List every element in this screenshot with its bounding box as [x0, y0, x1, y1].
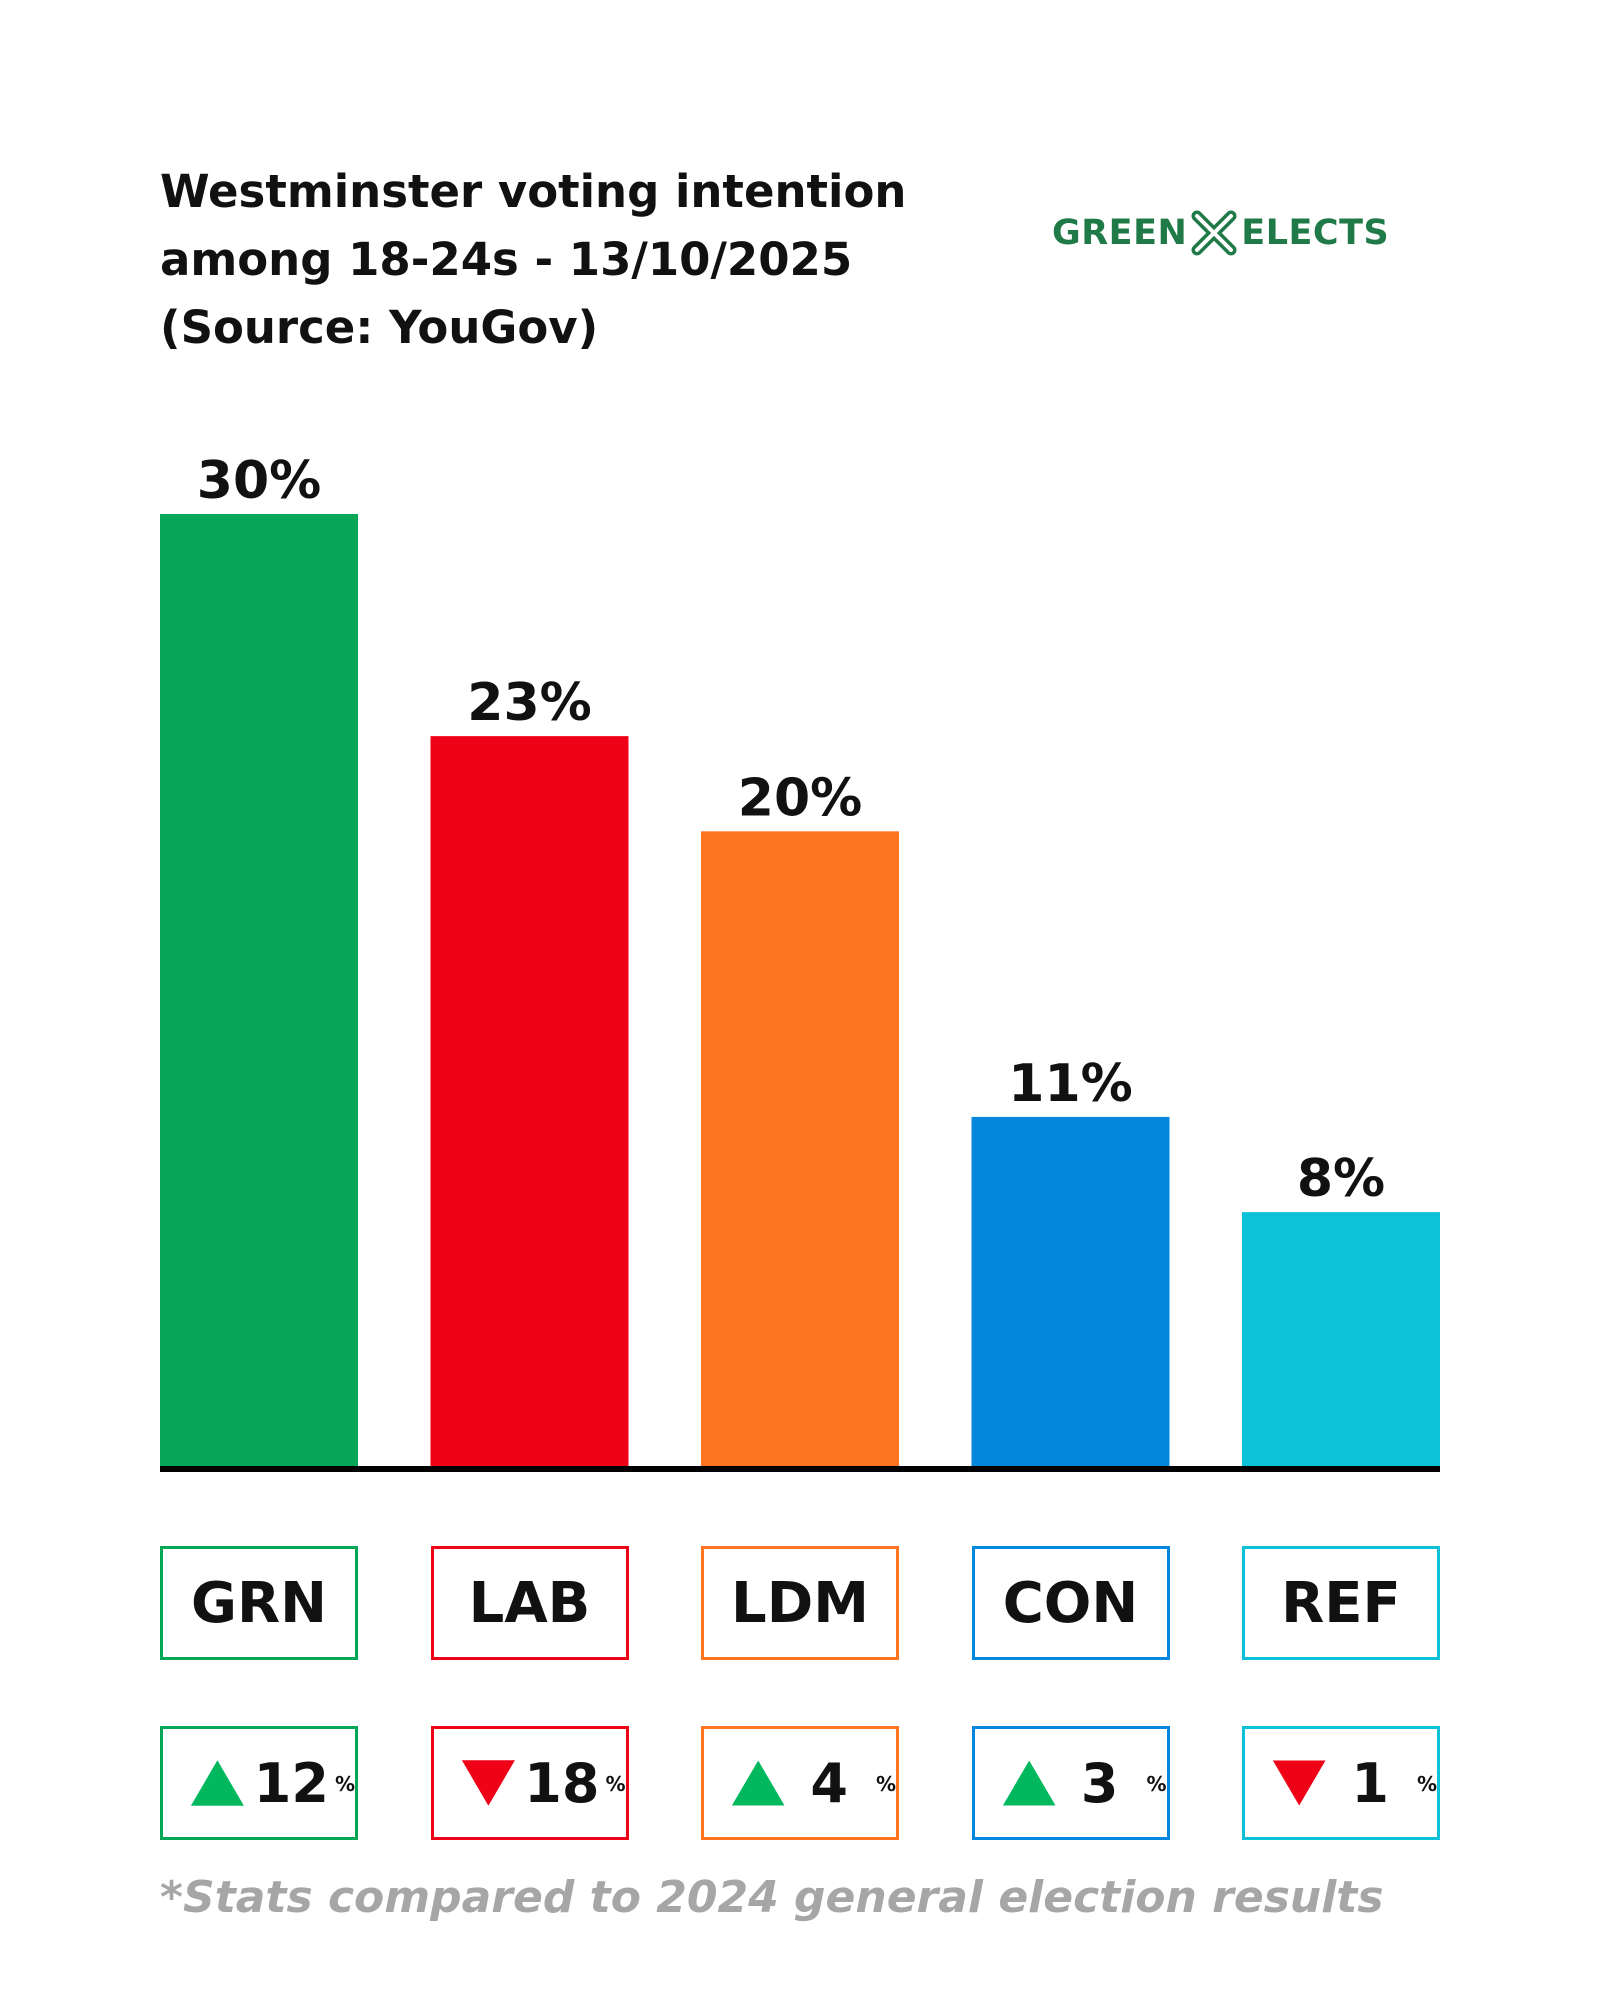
bar-value-label-ref: 8%: [1297, 1149, 1385, 1209]
bar-lab: [430, 736, 629, 1466]
bar-grn: [160, 514, 358, 1466]
change-unit-ref: %: [1416, 1772, 1437, 1796]
change-box-grn: 12%: [160, 1726, 358, 1840]
change-unit-grn: %: [334, 1772, 355, 1796]
party-label-box-lab: LAB: [430, 1546, 629, 1660]
party-label-ref: REF: [1281, 1570, 1401, 1636]
bar-chart: 30% 23% 20% 11% 8%: [160, 451, 1440, 1472]
change-unit-lab: %: [605, 1772, 626, 1796]
party-label-box-grn: GRN: [160, 1546, 358, 1660]
bar-value-label-lab: 23%: [467, 673, 591, 733]
party-label-box-ldm: LDM: [701, 1546, 899, 1660]
change-value-grn: 12: [253, 1751, 329, 1815]
footnote: *Stats compared to 2024 general election…: [160, 1872, 1384, 1923]
triangle-up-icon: [190, 1760, 244, 1806]
bar-con: [971, 1116, 1170, 1466]
party-label-con: CON: [1002, 1570, 1139, 1636]
change-unit-con: %: [1146, 1772, 1167, 1796]
bar-ldm: [701, 831, 899, 1466]
x-mark-icon: [1191, 210, 1237, 256]
change-value-con: 3: [1080, 1751, 1119, 1815]
change-box-lab: 18%: [430, 1726, 629, 1840]
change-unit-ldm: %: [875, 1772, 896, 1796]
chart-title: Westminster voting intention among 18-24…: [160, 158, 960, 362]
change-box-ldm: 4%: [701, 1726, 899, 1840]
party-label-grn: GRN: [191, 1570, 327, 1636]
bar-ref: [1242, 1212, 1440, 1466]
title-line-3: (Source: YouGov): [160, 301, 599, 354]
triangle-up-icon: [731, 1760, 785, 1806]
party-label-ldm: LDM: [731, 1570, 869, 1636]
triangle-up-icon: [1002, 1760, 1055, 1806]
change-value-ldm: 4: [810, 1751, 848, 1815]
change-box-ref: 1%: [1242, 1726, 1440, 1840]
party-label-lab: LAB: [468, 1570, 591, 1636]
party-label-box-ref: REF: [1242, 1546, 1440, 1660]
bar-value-label-grn: 30%: [197, 451, 321, 511]
bar-value-label-con: 11%: [1008, 1054, 1132, 1114]
logo-text-left: GREEN: [1052, 213, 1188, 253]
triangle-down-icon: [1272, 1760, 1326, 1806]
title-line-2: among 18-24s - 13/10/2025: [160, 233, 853, 286]
title-line-1: Westminster voting intention: [160, 165, 907, 218]
change-value-ref: 1: [1351, 1751, 1389, 1815]
logo-text-right: ELECTS: [1241, 213, 1390, 253]
change-value-lab: 18: [524, 1751, 600, 1815]
green-elects-logo: GREEN ELECTS: [1052, 208, 1389, 258]
party-label-box-con: CON: [971, 1546, 1170, 1660]
change-box-con: 3%: [971, 1726, 1170, 1840]
bar-value-label-ldm: 20%: [738, 768, 862, 828]
triangle-down-icon: [461, 1760, 515, 1806]
